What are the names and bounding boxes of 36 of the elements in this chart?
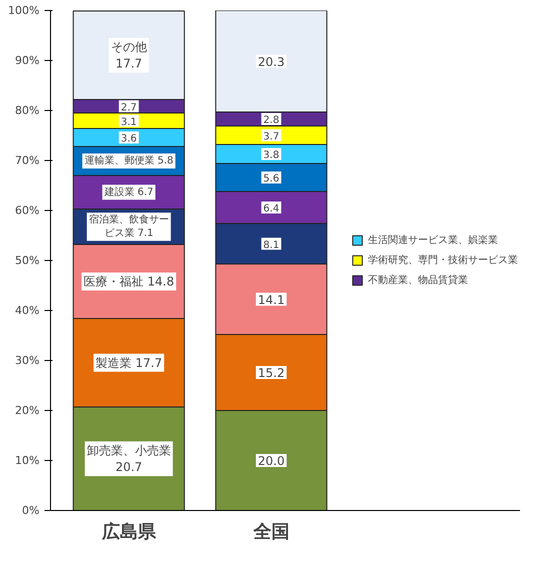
y-tick-label: 10%	[15, 454, 40, 467]
data-label: 2.7	[120, 102, 137, 114]
data-label: 医療・福祉 14.8	[84, 274, 174, 288]
data-label: 5.6	[263, 174, 280, 184]
y-tick-label: 100%	[8, 4, 40, 17]
legend-label: 不動産業、物品賃貸業	[368, 274, 468, 287]
data-label: 2.8	[263, 115, 280, 126]
data-label: 3.1	[120, 116, 137, 128]
y-tick-label: 50%	[15, 254, 40, 267]
y-tick-label: 20%	[15, 404, 40, 417]
data-label: 15.2	[258, 366, 285, 380]
data-label: 3.6	[120, 134, 137, 144]
y-tick-label: 80%	[15, 104, 40, 117]
data-label: 14.1	[258, 292, 285, 307]
x-tick-label: 全国	[252, 522, 290, 542]
data-label: 20.3	[258, 54, 285, 69]
y-tick-label: 0%	[22, 504, 40, 517]
data-label: 3.8	[263, 150, 280, 161]
data-label: 3.7	[263, 131, 280, 142]
data-label: 宿泊業、飲食サービス業 7.1	[88, 214, 169, 239]
legend-label: 生活関連サービス業、娯楽業	[368, 234, 498, 247]
data-label: 6.4	[263, 204, 280, 214]
data-label: 卸売業、小売業 20.7	[86, 443, 171, 474]
data-label: 建設業 6.7	[103, 186, 154, 198]
y-tick-label: 90%	[15, 54, 40, 67]
y-tick-label: 30%	[15, 354, 40, 367]
x-tick-label: 広島県	[100, 522, 157, 542]
legend-label: 学術研究、専門・技術サービス業	[368, 254, 518, 267]
data-label: 8.1	[263, 240, 280, 251]
y-tick-label: 70%	[15, 154, 40, 167]
y-tick-label: 60%	[15, 204, 40, 217]
y-tick-label: 40%	[15, 304, 40, 317]
data-label: 製造業 17.7	[96, 356, 162, 370]
data-label: 20.0	[258, 454, 285, 468]
data-label: その他 17.7	[110, 40, 147, 71]
data-label: 運輸業、郵便業 5.8	[84, 154, 174, 166]
